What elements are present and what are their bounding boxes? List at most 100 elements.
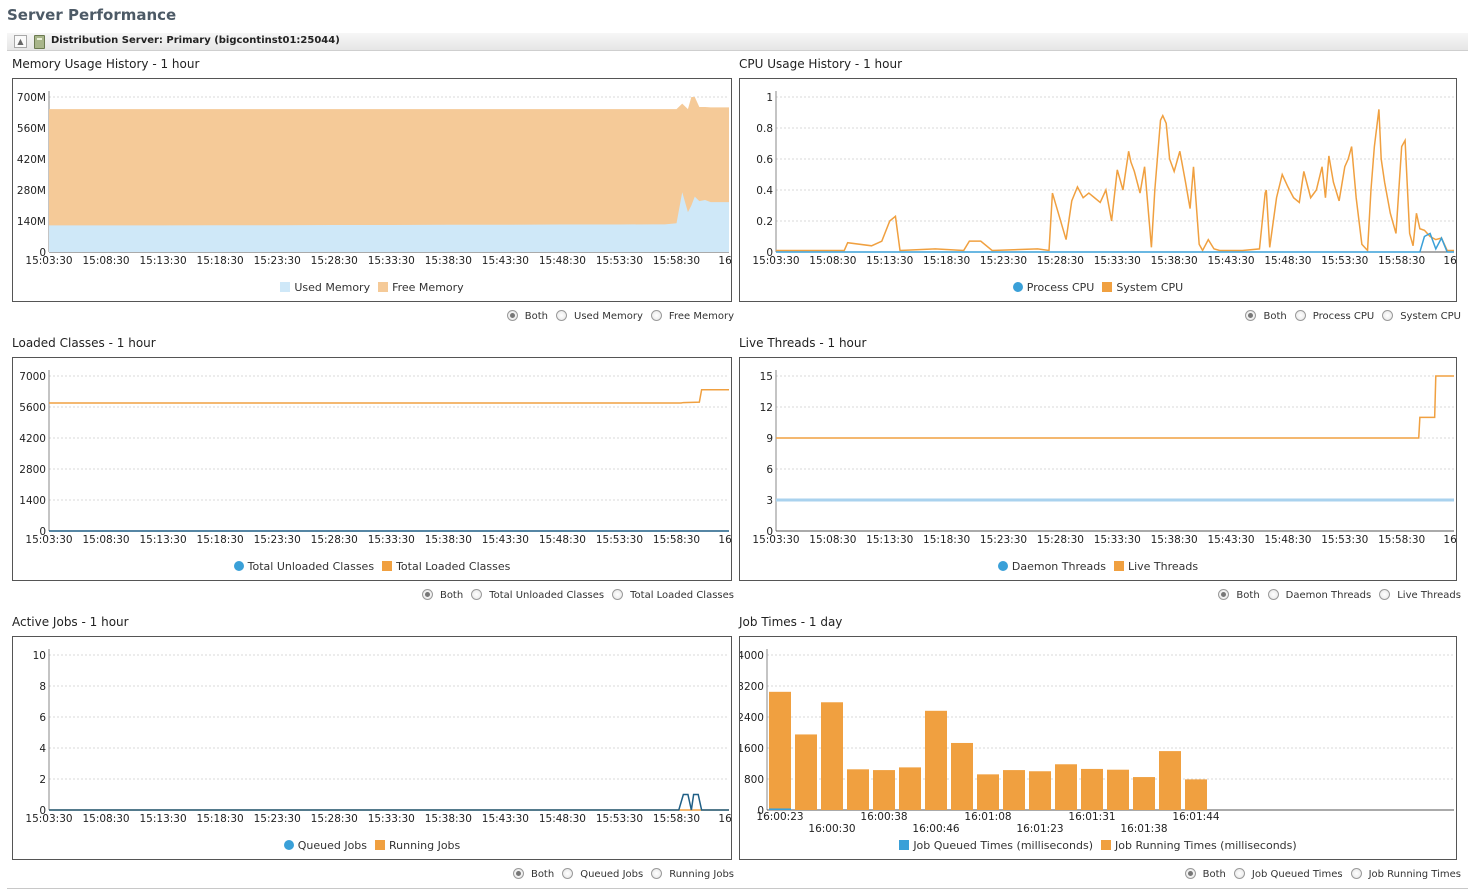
classes-legend: Total Unloaded Classes Total Loaded Class… <box>13 560 731 573</box>
threads-plot: 0 3 6 9 12 15 15:03:30 15:08:30 15:13:30 15:18:30… <box>752 370 1456 546</box>
radio-both[interactable]: Both <box>1218 589 1260 601</box>
x-tick-label: 15:28:30 <box>311 255 358 267</box>
radio-process-cpu[interactable]: Process CPU <box>1294 310 1374 322</box>
x-tick-label: 15:33:30 <box>1094 534 1141 546</box>
x-tick-label: 15:53:30 <box>596 813 643 825</box>
bar-job-running-time <box>821 702 843 810</box>
radio-system-cpu[interactable]: System CPU <box>1382 310 1461 322</box>
y-tick-label: 420M <box>17 154 46 166</box>
radio-queued-jobs[interactable]: Queued Jobs <box>562 868 643 880</box>
radio-both[interactable]: Both <box>1245 310 1287 322</box>
radio-total-loaded-classes[interactable]: Total Loaded Classes <box>612 589 734 601</box>
threads-series-selector: Both Daemon Threads Live Threads <box>1210 589 1461 601</box>
radio-button-icon[interactable] <box>1294 310 1306 321</box>
legend-label: Job Running Times (milliseconds) <box>1115 839 1297 852</box>
x-tick-label: 15:33:30 <box>368 813 415 825</box>
radio-button-icon[interactable] <box>1245 310 1257 321</box>
radio-both[interactable]: Both <box>1184 868 1226 880</box>
threads-legend: Daemon Threads Live Threads <box>740 560 1456 573</box>
bar-job-running-time <box>951 742 973 810</box>
radio-button-icon[interactable] <box>556 310 568 321</box>
radio-button-icon[interactable] <box>421 589 433 600</box>
radio-button-icon[interactable] <box>512 868 524 879</box>
jobs-chart-title: Active Jobs - 1 hour <box>12 615 129 629</box>
radio-button-icon[interactable] <box>1379 589 1391 600</box>
radio-total-unloaded-classes[interactable]: Total Unloaded Classes <box>471 589 604 601</box>
x-tick-label: 15:08:30 <box>82 255 129 267</box>
series-line-live-threads <box>776 375 1454 439</box>
radio-label: Daemon Threads <box>1285 590 1372 601</box>
radio-running-jobs[interactable]: Running Jobs <box>651 868 734 880</box>
x-tick-label: 15:58:30 <box>1378 255 1425 267</box>
radio-button-icon[interactable] <box>1218 589 1230 600</box>
legend-item: Live Threads <box>1113 560 1198 573</box>
legend-swatch-icon <box>1101 840 1112 850</box>
radio-label: Both <box>1236 590 1260 601</box>
classes-series-selector: Both Total Unloaded Classes Total Loaded C… <box>414 589 734 601</box>
bar-job-running-time <box>1133 777 1155 810</box>
radio-both[interactable]: Both <box>512 868 554 880</box>
legend-label: System CPU <box>1116 281 1184 294</box>
x-tick-label: 16:01:38 <box>1120 823 1167 835</box>
radio-job-running-times[interactable]: Job Running Times <box>1350 868 1461 880</box>
radio-label: Free Memory <box>668 311 734 322</box>
radio-button-icon[interactable] <box>562 868 574 879</box>
radio-button-icon[interactable] <box>506 310 518 321</box>
x-tick-label: 15:23:30 <box>254 255 301 267</box>
radio-button-icon[interactable] <box>650 310 662 321</box>
radio-button-icon[interactable] <box>1382 310 1394 321</box>
radio-button-icon[interactable] <box>612 589 624 600</box>
legend-item: Total Unloaded Classes <box>233 560 374 573</box>
x-tick-label: 15:38:30 <box>425 534 472 546</box>
x-tick-label: 15:03:30 <box>752 534 799 546</box>
y-tick-label: 6 <box>766 464 773 476</box>
cpu-chart-title: CPU Usage History - 1 hour <box>739 57 903 71</box>
legend-label: Used Memory <box>294 281 371 294</box>
radio-label: Queued Jobs <box>580 869 644 880</box>
y-tick-label: 0 <box>39 247 46 259</box>
x-tick-label: 15:28:30 <box>1037 534 1084 546</box>
radio-both[interactable]: Both <box>421 589 463 601</box>
y-tick-label: 2800 <box>19 464 46 476</box>
radio-button-icon[interactable] <box>471 589 483 600</box>
legend-swatch-icon <box>375 840 386 850</box>
x-tick-label: 15:03:30 <box>25 534 72 546</box>
x-tick-label: 15:48:30 <box>1264 534 1311 546</box>
radio-button-icon[interactable] <box>1267 589 1279 600</box>
y-tick-label: 12 <box>760 402 773 414</box>
threads-chart: 0 3 6 9 12 15 15:03:30 15:08:30 15:13:30 15:18:30… <box>739 357 1457 581</box>
radio-button-icon[interactable] <box>1350 868 1362 879</box>
legend-label: Free Memory <box>392 281 464 294</box>
x-tick-label: 15:18:30 <box>197 255 244 267</box>
x-tick-label: 15:53:30 <box>1321 255 1368 267</box>
bar-job-running-time <box>1081 768 1103 810</box>
collapse-icon[interactable]: ▲ <box>14 35 27 48</box>
memory-plot: 0 140M 280M 420M 560M 700M 15:03:30 15:08:30 15:… <box>17 91 731 267</box>
x-tick-label: 15:13:30 <box>140 534 187 546</box>
y-tick-label: 280M <box>17 185 46 197</box>
radio-button-icon[interactable] <box>1233 868 1245 879</box>
classes-plot: 0 1400 2800 4200 5600 7000 15:03:30 15:08:30 15:… <box>19 370 731 546</box>
x-tick-label: 16:00:46 <box>912 823 959 835</box>
radio-daemon-threads[interactable]: Daemon Threads <box>1267 589 1372 601</box>
radio-both[interactable]: Both <box>506 310 548 322</box>
legend-item: Process CPU <box>1012 281 1094 294</box>
radio-button-icon[interactable] <box>651 868 663 879</box>
x-tick-label: 15:48:30 <box>539 813 586 825</box>
radio-free-memory[interactable]: Free Memory <box>650 310 734 322</box>
radio-used-memory[interactable]: Used Memory <box>556 310 643 322</box>
y-tick-label: 15 <box>760 371 773 383</box>
radio-label: Both <box>1263 311 1287 322</box>
radio-button-icon[interactable] <box>1184 868 1196 879</box>
y-tick-label: 8 <box>39 681 46 693</box>
x-tick-label: 16:03 <box>1443 534 1456 546</box>
x-tick-label: 15:48:30 <box>539 534 586 546</box>
x-tick-label: 15:58:30 <box>653 534 700 546</box>
y-tick-label: 6 <box>39 712 46 724</box>
y-tick-label: 10 <box>33 650 46 662</box>
legend-swatch-icon <box>997 561 1008 571</box>
cpu-series-selector: Both Process CPU System CPU <box>1237 310 1461 322</box>
radio-job-queued-times[interactable]: Job Queued Times <box>1233 868 1343 880</box>
y-tick-label: 140M <box>17 216 46 228</box>
radio-live-threads[interactable]: Live Threads <box>1379 589 1461 601</box>
